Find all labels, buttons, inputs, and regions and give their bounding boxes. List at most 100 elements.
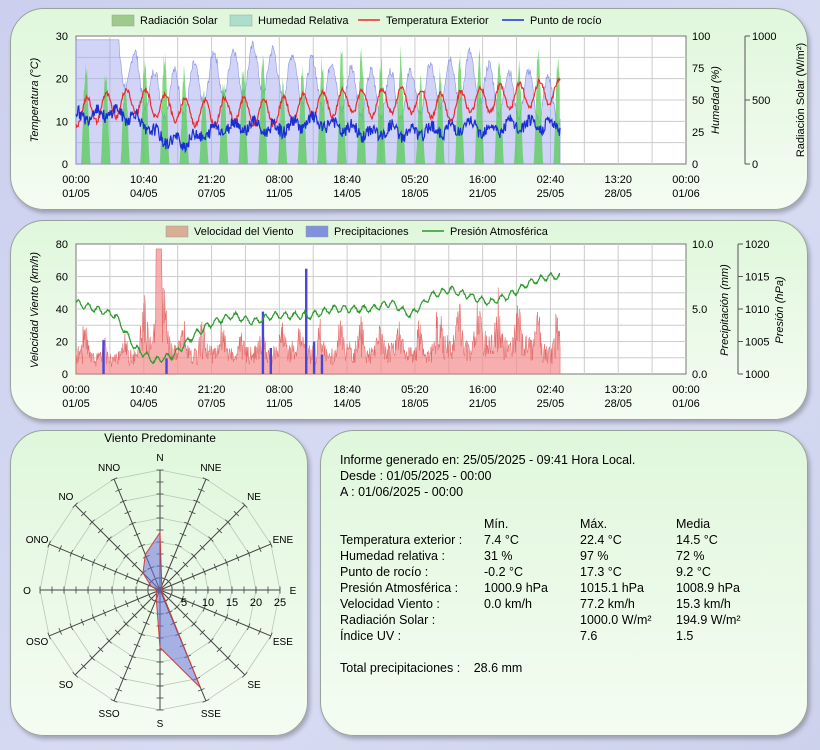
solar-radiation-hump [336, 49, 347, 165]
report-label: Temperatura exterior : [340, 533, 463, 547]
x-tick-date: 01/06 [672, 398, 700, 410]
pressure-line [75, 271, 561, 365]
windrose-tickmark [188, 510, 196, 515]
header-max: Máx. [580, 517, 608, 531]
header-min: Mín. [484, 517, 509, 531]
windrose-tickmark [180, 577, 184, 585]
legend-rain-label: Precipitaciones [334, 226, 409, 238]
windrose-tickmark [180, 595, 184, 603]
solar-radiation-hump [415, 75, 426, 164]
windrose-direction-label: ONO [26, 535, 49, 546]
windrose-tickmark [269, 632, 273, 640]
y-right2-tick: 1010 [745, 304, 769, 316]
windrose-tickmark [224, 614, 229, 621]
windrose-tickmark [246, 549, 251, 557]
windrose-tickmark [174, 604, 180, 610]
x-tick-date: 18/05 [401, 188, 429, 200]
report-avg: 15.3 km/h [676, 597, 731, 611]
total-label: Total precipitaciones : [340, 661, 461, 675]
report-min: 31 % [484, 549, 513, 563]
x-tick-date: 01/05 [62, 398, 90, 410]
windrose-tickmark [182, 612, 189, 619]
windrose-direction-label: NO [58, 492, 73, 503]
report-row: Velocidad Viento : 0.0 km/h 77.2 km/h 15.3 … [340, 596, 731, 612]
windrose-tickmark [102, 609, 107, 617]
windrose-direction-label: SSO [99, 709, 120, 720]
windrose-tickmark [69, 549, 74, 557]
y-right1-tick: 0.0 [692, 369, 707, 381]
y-right2-tick: 1020 [745, 239, 769, 251]
report-max: 1015.1 hPa [580, 581, 644, 595]
report-row: Punto de rocío : -0.2 °C 17.3 °C 9.2 °C [340, 564, 711, 580]
solar-radiation-hump [277, 77, 288, 164]
windrose-tickmark [106, 536, 112, 542]
wind-speed-area [75, 248, 561, 375]
legend-wind-label: Velocidad del Viento [194, 226, 294, 238]
windrose-tickmark [225, 655, 231, 661]
windrose-direction-label: N [156, 453, 163, 464]
report-max: 77.2 km/h [580, 597, 635, 611]
report-max: 7.6 [580, 629, 598, 643]
windrose-tickmark [136, 595, 140, 603]
windrose-tickmark [97, 527, 104, 534]
windrose-tickmark [258, 545, 262, 553]
windrose-tickmark [58, 545, 62, 553]
windrose-radial-tick: 5 [181, 597, 187, 609]
x-tick-time: 05:20 [401, 384, 429, 396]
windrose-tickmark [216, 646, 223, 653]
windrose-tickmark [47, 540, 51, 548]
windrose-tickmark [114, 629, 121, 636]
report-row: Presión Atmosférica : 1000.9 hPa 1015.1 hP… [340, 580, 740, 596]
windrose-tickmark [131, 561, 138, 568]
x-tick-time: 16:00 [469, 174, 497, 186]
windrose-tickmark [184, 521, 191, 526]
windrose-tickmark [123, 621, 129, 627]
legend-solar-swatch [111, 14, 135, 27]
dewpoint-line [75, 104, 561, 154]
y-right2-label: Radiación Solar (W/m²) [795, 43, 807, 157]
y-right1-tick: 25 [692, 127, 704, 139]
y-right2-tick: 1015 [745, 272, 769, 284]
windrose-direction-label: ESE [273, 637, 293, 648]
x-tick-date: 01/05 [62, 188, 90, 200]
windrose-direction-label: NNO [98, 463, 120, 474]
windrose-tickmark [89, 655, 95, 661]
y-right1-tick: 50 [692, 95, 704, 107]
total-value: 28.6 mm [473, 661, 523, 675]
windrose-tickmark [58, 627, 62, 635]
windrose-direction-label: S [157, 719, 164, 730]
y-right1-tick: 10.0 [692, 239, 713, 251]
windrose-tickmark [174, 543, 182, 548]
windrose-direction-label: E [290, 586, 297, 597]
solar-radiation-hump [317, 53, 327, 164]
windrose-direction-label: SSE [201, 709, 221, 720]
report-avg: 1008.9 hPa [676, 581, 740, 595]
windrose-title: Viento Predominante [104, 431, 216, 445]
rain-bar [305, 268, 308, 374]
windrose-tickmark [119, 676, 127, 681]
y-left-tick: 20 [56, 337, 68, 349]
windrose-tickmark [80, 663, 87, 670]
report-max: 97 % [580, 549, 609, 563]
report-summary: Informe generado en: 25/05/2025 - 09:41 … [340, 452, 741, 676]
report-max: 22.4 °C [580, 533, 622, 547]
y-left-tick: 60 [56, 272, 68, 284]
windrose-tickmark [72, 672, 78, 678]
x-tick-date: 01/06 [672, 188, 700, 200]
windrose-radial-tick: 10 [202, 597, 214, 609]
x-tick-time: 21:20 [198, 384, 226, 396]
windrose-tickmark [142, 621, 150, 625]
windrose-tickmark [208, 638, 214, 644]
rain-bar [269, 348, 273, 374]
x-tick-time: 05:20 [401, 174, 429, 186]
x-tick-date: 14/05 [333, 188, 361, 200]
y-left-label: Velocidad Viento (km/h) [29, 252, 41, 369]
windrose-tickmark [191, 600, 195, 608]
windrose-tickmark [235, 618, 240, 626]
windrose-tickmark [110, 699, 118, 703]
legend-temp-label: Temperatura Exterior [386, 15, 489, 27]
report-panel [320, 430, 808, 736]
windrose-tickmark [47, 632, 51, 640]
report-avg: 1.5 [676, 629, 694, 643]
windrose-tickmark [123, 553, 129, 559]
